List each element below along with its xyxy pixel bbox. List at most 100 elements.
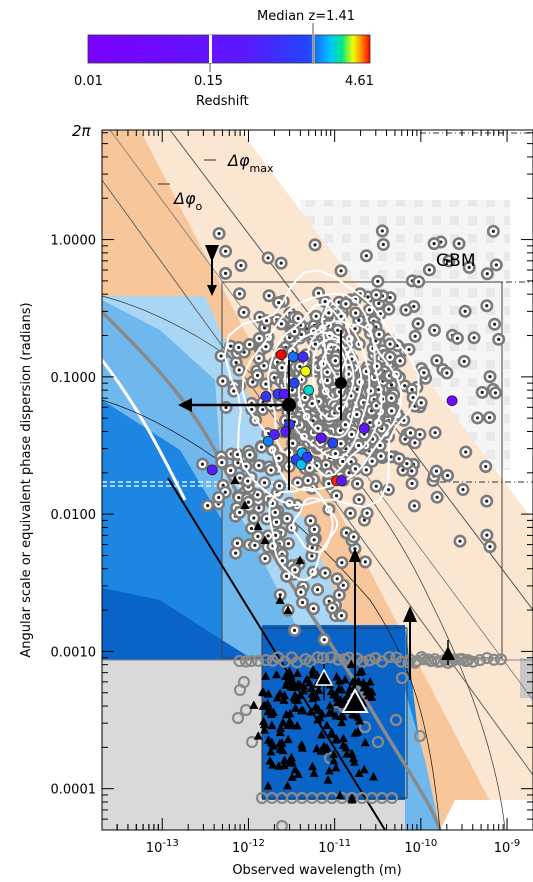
triangle-marker (340, 674, 350, 684)
source-marker-dot (246, 479, 250, 483)
source-marker-dot (277, 456, 281, 460)
x-tick-label: 10-11 (318, 838, 351, 856)
source-marker-dot (412, 504, 416, 508)
source-marker-dot (238, 292, 242, 296)
source-marker-dot (419, 401, 423, 405)
source-marker-dot (339, 442, 343, 446)
redshift-point (327, 437, 339, 449)
source-marker-dot (264, 345, 268, 349)
triangle-marker (260, 725, 270, 734)
triangle-marker (283, 605, 293, 614)
triangle-marker (280, 690, 290, 700)
triangle-marker (282, 780, 292, 790)
redshift-point (301, 451, 313, 463)
source-ring (413, 729, 427, 743)
source-marker-dot (303, 395, 307, 400)
triangle-marker (339, 695, 349, 705)
source-marker-dot (308, 466, 312, 470)
source-marker-dot (206, 504, 210, 508)
source-marker-dot (315, 588, 320, 592)
source-marker-dot (435, 358, 439, 363)
source-marker-dot (300, 600, 305, 605)
source-marker-dot (257, 506, 261, 510)
colorbar-tick-label-min: 0.01 (74, 74, 103, 89)
source-marker-dot (410, 388, 414, 392)
region-light-blue-right (405, 690, 440, 830)
source-ring (231, 711, 245, 725)
source-marker-dot (455, 336, 460, 340)
source-marker-dot (274, 520, 279, 524)
source-marker-dot (308, 519, 313, 523)
arrow-up-1-head (349, 548, 361, 562)
triangle-marker (283, 734, 293, 744)
source-marker-dot (491, 229, 495, 233)
triangle-marker (307, 669, 317, 679)
source-marker-dot (339, 269, 343, 273)
source-marker-dot (252, 516, 256, 520)
arrow-down-head (207, 285, 217, 296)
source-marker-dot (248, 453, 252, 457)
source-marker-dot (296, 316, 300, 321)
triangle-marker (265, 756, 275, 765)
triangle-marker (296, 705, 306, 715)
source-marker-dot (432, 242, 436, 246)
triangle-marker (307, 689, 317, 698)
source-marker-dot (367, 308, 372, 312)
triangle-marker (355, 716, 365, 725)
source-marker-dot (265, 517, 269, 521)
region-gray-right (520, 658, 533, 698)
source-marker-dot (378, 443, 382, 448)
source-marker-dot (232, 389, 236, 393)
source-marker-dot (224, 405, 228, 410)
source-marker-dot (336, 328, 340, 332)
source-marker-dot (327, 482, 331, 486)
triangle-marker (322, 720, 332, 730)
source-marker-dot (235, 452, 240, 457)
source-marker-dot (223, 249, 228, 253)
source-ring (431, 655, 445, 668)
x-tick-label: 10-10 (404, 838, 437, 856)
source-marker-dot (248, 342, 252, 347)
source-marker-dot (229, 344, 233, 348)
triangle-marker (345, 684, 355, 693)
source-marker-dot (412, 304, 416, 309)
source-marker-dot (257, 463, 261, 468)
triangle-mid (314, 668, 334, 686)
source-marker-dot (314, 314, 318, 318)
arrow-left-head (178, 398, 192, 412)
source-marker-dot (237, 495, 241, 500)
source-marker-dot (237, 368, 241, 372)
black-diagonal (167, 477, 386, 830)
redshift-point (288, 377, 300, 389)
source-marker-dot (313, 342, 317, 346)
source-marker-dot (379, 454, 383, 458)
source-marker-dot (264, 319, 269, 323)
source-marker-dot (322, 638, 326, 642)
source-marker-dot (413, 441, 417, 445)
source-marker-dot (376, 279, 380, 283)
source-marker-dot (311, 607, 316, 611)
source-ring (311, 651, 324, 664)
triangle-marker (368, 771, 378, 781)
source-marker-dot (407, 347, 411, 352)
triangle-marker (353, 676, 363, 685)
x-tick-label: 10-9 (494, 838, 521, 856)
source-ring (383, 650, 396, 664)
triangle-marker (317, 708, 327, 718)
source-marker-dot (497, 337, 501, 341)
source-marker-dot (374, 404, 379, 408)
region-white-bottom-right (440, 800, 533, 830)
triangle-marker (286, 752, 296, 762)
source-marker-dot (285, 517, 289, 521)
source-marker-dot (352, 535, 356, 539)
source-marker-dot (341, 459, 345, 464)
triangle-marker (338, 733, 348, 743)
triangle-marker (359, 682, 369, 692)
source-ring (410, 654, 424, 668)
colorbar-xlabel: Redshift (196, 94, 249, 109)
triangle-marker (280, 755, 290, 764)
annotations: Δφmax Δφo GBM (158, 151, 476, 271)
source-ring (417, 653, 431, 666)
source-marker-dot (310, 401, 314, 406)
